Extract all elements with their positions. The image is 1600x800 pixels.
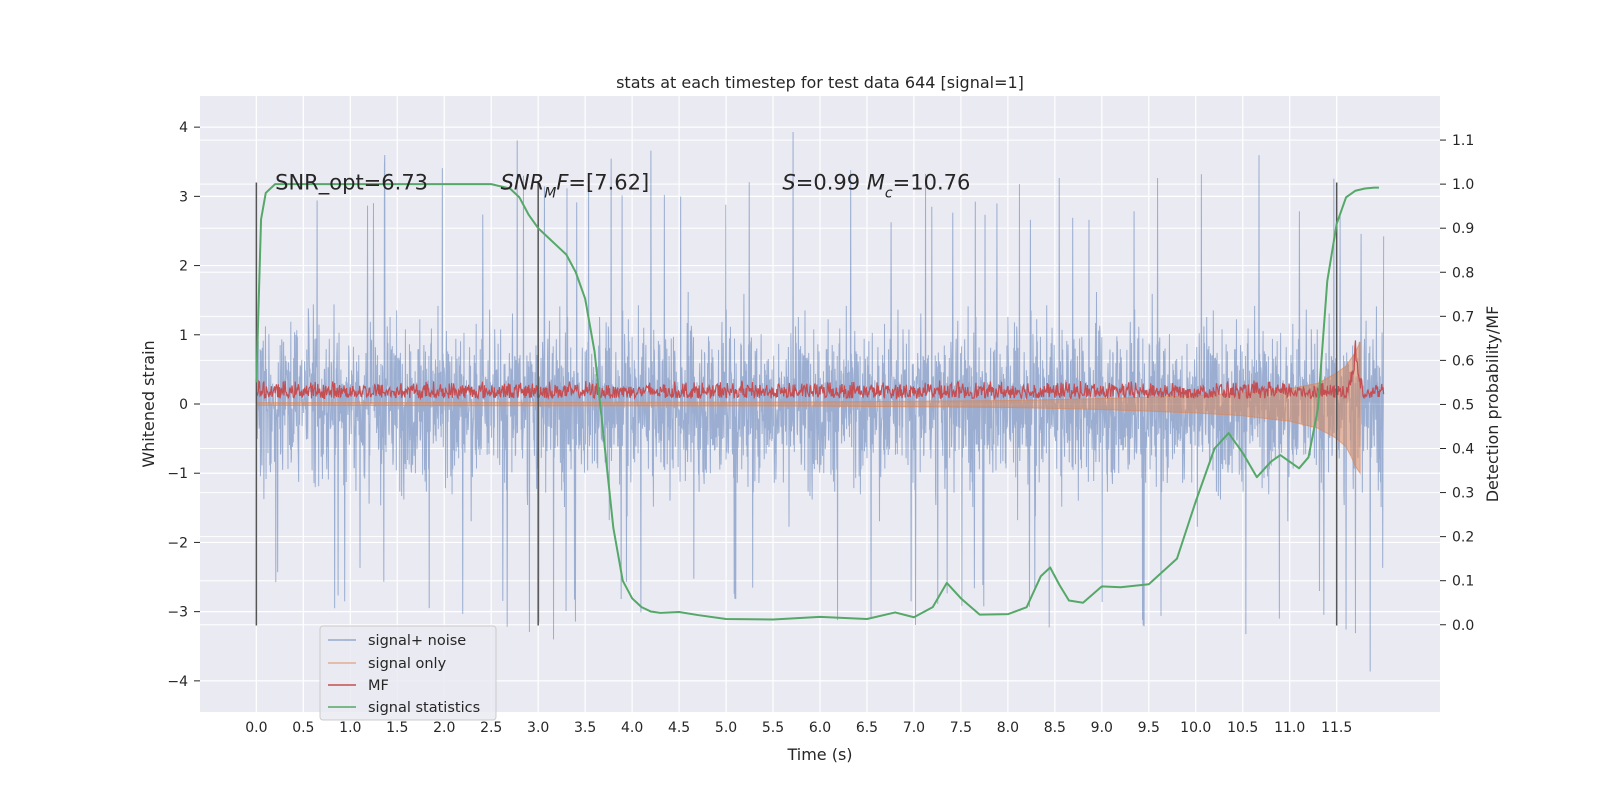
- y-right-tick-label: 0.5: [1452, 397, 1474, 413]
- y-right-tick-label: 0.6: [1452, 353, 1474, 369]
- y-right-tick-label: 0.0: [1452, 618, 1474, 634]
- y-tick-label: 2: [179, 259, 188, 275]
- x-tick-label: 7.0: [903, 720, 925, 736]
- x-tick-label: 10.5: [1227, 720, 1258, 736]
- x-tick-label: 6.0: [809, 720, 831, 736]
- x-tick-label: 8.5: [1044, 720, 1066, 736]
- y-right-tick-label: 0.3: [1452, 486, 1474, 502]
- legend-label-signal-statistics: signal statistics: [368, 700, 480, 716]
- annotation-part: S: [782, 171, 795, 195]
- x-tick-label: 1.0: [339, 720, 361, 736]
- x-tick-label: 0.5: [292, 720, 314, 736]
- y-right-tick-label: 1.0: [1452, 177, 1474, 193]
- y-right-tick-label: 0.1: [1452, 574, 1474, 590]
- signal-statistics-line: [255, 183, 1379, 621]
- x-tick-label: 0.0: [245, 720, 267, 736]
- x-tick-label: 8.0: [997, 720, 1019, 736]
- x-tick-label: 2.5: [480, 720, 502, 736]
- legend-label-signal-noise: signal+ noise: [368, 633, 466, 649]
- y-tick-label: −4: [167, 674, 188, 690]
- y-tick-label: 4: [179, 120, 188, 136]
- annotation-part: =10.76: [893, 171, 971, 195]
- x-tick-label: 9.0: [1091, 720, 1113, 736]
- x-axis-label: Time (s): [786, 745, 852, 764]
- y-right-tick-label: 0.7: [1452, 309, 1474, 325]
- annotation-part: F: [556, 171, 569, 195]
- annotation-part: c: [885, 186, 893, 202]
- legend-label-signal-only: signal only: [368, 656, 447, 672]
- annotation-part: M: [867, 171, 885, 195]
- chart-title: stats at each timestep for test data 644…: [616, 73, 1024, 92]
- annotations: SNR_opt=6.73 SNRMF=[7.62] S=0.99 Mc=10.76: [275, 171, 970, 202]
- y-right-axis-label: Detection probability/MF: [1483, 306, 1502, 503]
- annotation-part: SNR: [501, 171, 545, 195]
- x-tick-label: 5.0: [715, 720, 737, 736]
- x-tick-label: 5.5: [762, 720, 784, 736]
- x-tick-label: 10.0: [1180, 720, 1211, 736]
- legend: signal+ noise signal only MF signal stat…: [319, 625, 497, 721]
- series-signal-statistics: [255, 183, 1379, 621]
- x-tick-label: 3.0: [527, 720, 549, 736]
- y-right-tick-label: 1.1: [1452, 133, 1474, 149]
- x-tick-label: 7.5: [950, 720, 972, 736]
- y-right-tick-label: 0.4: [1452, 442, 1474, 458]
- annotation-2: S=0.99 Mc=10.76: [782, 171, 970, 202]
- y-tick-label: −3: [167, 605, 188, 621]
- series-signal-noise: [255, 132, 1385, 672]
- x-tick-label: 9.5: [1138, 720, 1160, 736]
- x-tick-label: 11.5: [1321, 720, 1352, 736]
- annotation-part: =0.99: [796, 171, 867, 195]
- x-tick-label: 1.5: [386, 720, 408, 736]
- x-tick-label: 3.5: [574, 720, 596, 736]
- legend-label-mf: MF: [368, 678, 389, 694]
- legend-box: [319, 625, 497, 721]
- y-right-tick-label: 0.2: [1452, 530, 1474, 546]
- y-right-axis-ticks: 1.1 1.0 0.9 0.8 0.7 0.6 0.5 0.4 0.3 0.2 0.1 0.0: [1440, 133, 1474, 634]
- x-tick-label: 4.0: [621, 720, 643, 736]
- y-axis-ticks: 4 3 2 1 0 −1 −2 −3 −4: [167, 120, 200, 690]
- x-tick-label: 11.0: [1274, 720, 1305, 736]
- y-axis-label: Whitened strain: [139, 340, 158, 467]
- x-tick-label: 4.5: [668, 720, 690, 736]
- x-axis-ticks: 0.0 0.5 1.0 1.5 2.0 2.5 3.0 3.5 4.0 4.5 5.0 5.5 6.0 6…: [245, 720, 1352, 736]
- annotation-0: SNR_opt=6.73: [275, 171, 428, 196]
- annotation-part: =[7.62]: [568, 171, 649, 195]
- x-tick-label: 2.0: [433, 720, 455, 736]
- y-tick-label: −1: [167, 466, 188, 482]
- y-right-tick-label: 0.9: [1452, 221, 1474, 237]
- signal-noise-line: [255, 132, 1385, 672]
- annotation-1: SNRMF=[7.62]: [501, 171, 650, 202]
- mf-line: [255, 340, 1385, 401]
- x-tick-label: 6.5: [856, 720, 878, 736]
- y-tick-label: 3: [179, 189, 188, 205]
- vertical-markers: [255, 182, 1338, 626]
- annotation-part: M: [544, 186, 556, 202]
- y-tick-label: −2: [167, 535, 188, 551]
- y-tick-label: 1: [179, 328, 188, 344]
- series-mf: [255, 340, 1385, 401]
- y-tick-label: 0: [179, 397, 188, 413]
- y-right-tick-label: 0.8: [1452, 265, 1474, 281]
